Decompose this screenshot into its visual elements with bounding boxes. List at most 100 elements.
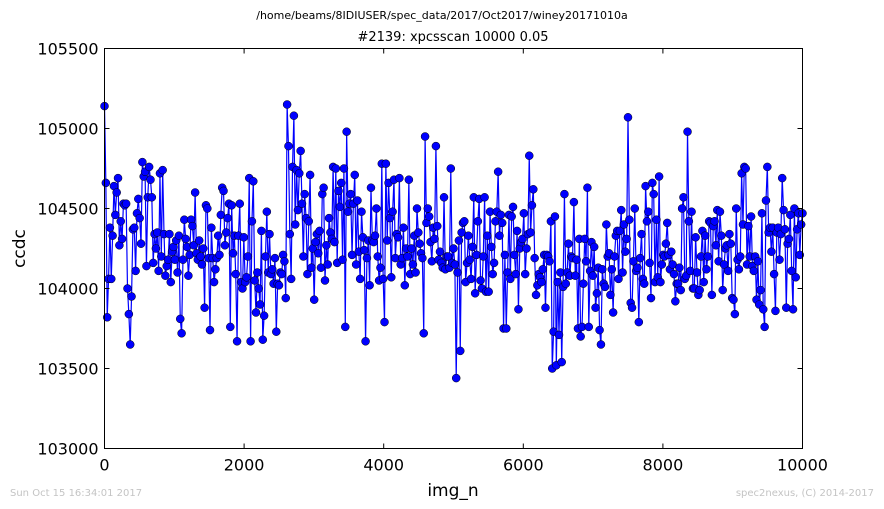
data-point xyxy=(134,194,143,204)
data-point xyxy=(530,253,539,263)
x-tick-label: 10000 xyxy=(777,456,828,475)
data-point xyxy=(779,205,788,215)
data-point xyxy=(116,217,125,226)
data-point xyxy=(550,212,560,221)
data-point xyxy=(622,234,631,244)
data-point xyxy=(512,226,522,236)
data-point xyxy=(215,250,224,260)
data-point xyxy=(282,100,292,109)
data-point xyxy=(771,306,780,316)
data-point xyxy=(412,204,422,213)
x-tick-label: 8000 xyxy=(643,456,684,475)
data-point xyxy=(538,265,548,274)
data-point xyxy=(759,305,768,314)
data-point xyxy=(451,373,461,383)
data-point xyxy=(388,207,397,216)
data-point xyxy=(339,164,349,173)
data-point xyxy=(788,305,798,314)
data-point xyxy=(231,269,240,279)
data-point xyxy=(446,164,456,173)
data-point xyxy=(309,295,319,304)
data-point xyxy=(300,189,309,199)
x-tick-label: 6000 xyxy=(503,456,544,475)
data-point xyxy=(223,213,232,223)
data-point xyxy=(450,260,460,269)
data-point xyxy=(470,289,480,298)
data-point xyxy=(305,170,315,180)
data-point xyxy=(366,183,376,192)
data-point xyxy=(787,266,796,276)
data-point xyxy=(529,185,538,194)
data-point xyxy=(684,217,694,226)
data-point xyxy=(564,239,573,248)
data-point xyxy=(189,241,199,250)
data-point xyxy=(466,274,476,284)
data-point xyxy=(761,196,771,205)
data-point xyxy=(507,212,516,221)
data-point xyxy=(749,266,759,276)
data-point xyxy=(125,340,135,349)
data-point xyxy=(295,169,304,178)
data-point xyxy=(420,132,430,141)
data-point xyxy=(144,162,154,172)
data-point xyxy=(299,252,308,261)
data-point xyxy=(621,247,630,256)
data-point xyxy=(304,217,314,226)
data-point xyxy=(322,241,331,250)
data-point xyxy=(591,303,600,312)
data-point xyxy=(331,164,341,173)
data-point xyxy=(699,277,708,287)
data-point xyxy=(435,247,445,256)
data-point xyxy=(495,231,504,240)
data-point xyxy=(719,260,729,269)
data-point xyxy=(121,199,131,208)
data-point xyxy=(769,269,779,279)
figure-suptitle: /home/beams/8IDIUSER/spec_data/2017/Oct2… xyxy=(256,9,628,22)
data-point xyxy=(537,277,546,287)
data-point xyxy=(763,162,772,172)
data-point xyxy=(161,271,170,280)
y-tick-label: 105500 xyxy=(37,40,98,59)
data-point xyxy=(464,231,473,240)
data-point xyxy=(424,212,434,221)
data-point xyxy=(654,172,664,181)
data-point xyxy=(588,271,598,280)
data-point xyxy=(338,255,347,264)
data-point xyxy=(615,226,625,236)
data-point xyxy=(411,268,420,277)
data-point xyxy=(265,229,274,239)
data-point xyxy=(707,290,717,300)
data-point xyxy=(257,226,266,236)
data-point xyxy=(286,274,296,284)
data-point xyxy=(258,335,268,344)
data-point xyxy=(649,189,658,199)
data-point xyxy=(232,337,242,346)
data-point xyxy=(468,242,477,252)
data-point xyxy=(203,204,212,213)
data-point xyxy=(579,279,588,288)
data-point xyxy=(526,228,535,237)
data-point xyxy=(111,210,120,220)
data-point xyxy=(795,250,805,260)
data-point xyxy=(576,332,585,341)
data-point xyxy=(625,215,634,224)
data-point xyxy=(642,217,652,226)
data-point xyxy=(205,325,215,335)
data-point xyxy=(560,189,569,199)
data-point xyxy=(691,233,700,242)
data-point xyxy=(487,242,496,252)
data-point xyxy=(656,277,665,287)
data-point xyxy=(414,228,423,237)
data-point xyxy=(362,253,372,263)
data-point xyxy=(112,188,121,197)
data-point xyxy=(262,207,272,216)
data-point xyxy=(661,239,671,248)
data-point xyxy=(595,325,604,335)
data-point xyxy=(200,303,209,312)
data-point xyxy=(741,164,750,173)
data-point xyxy=(146,175,155,184)
data-point xyxy=(687,207,696,216)
data-point xyxy=(289,111,299,120)
data-point xyxy=(584,322,594,332)
data-point xyxy=(194,236,204,245)
